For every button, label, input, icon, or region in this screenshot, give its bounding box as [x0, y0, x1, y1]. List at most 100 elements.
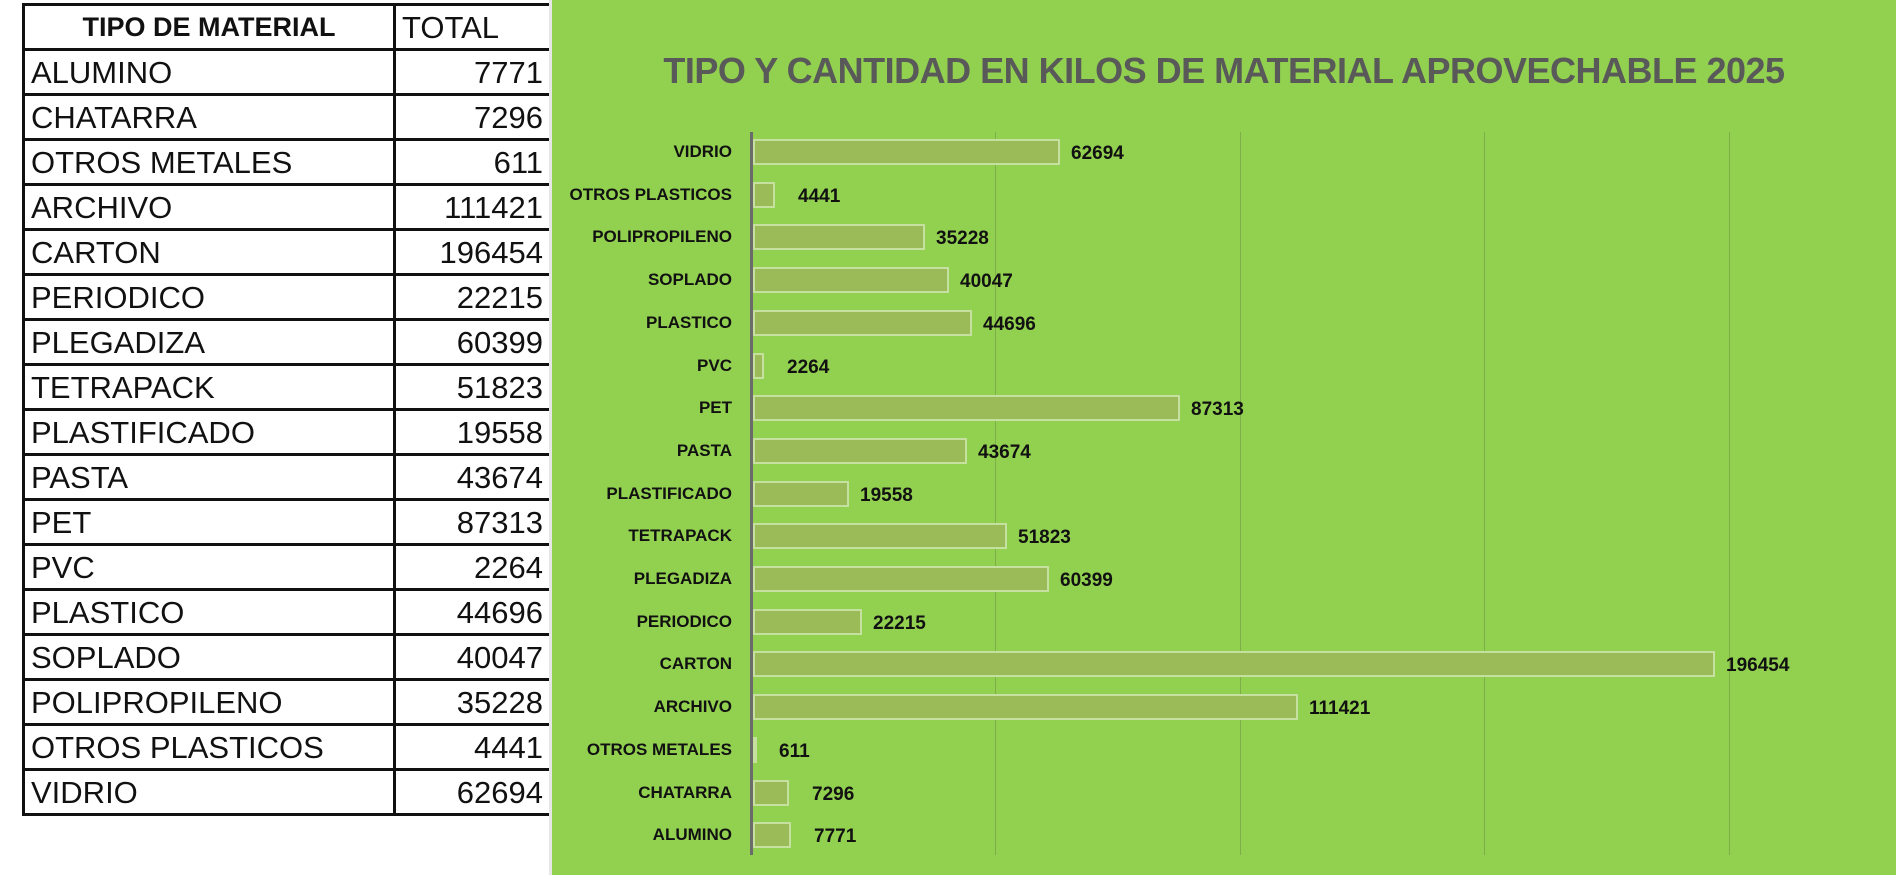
- bar-chart: TIPO Y CANTIDAD EN KILOS DE MATERIAL APR…: [552, 0, 1896, 875]
- bar: [753, 353, 764, 379]
- total-cell: 22215: [393, 273, 552, 321]
- material-cell: PLASTIFICADO: [22, 408, 396, 456]
- total-cell: 4441: [393, 723, 552, 771]
- bar: [753, 395, 1180, 421]
- data-label: 611: [779, 741, 810, 762]
- category-axis: [750, 132, 753, 855]
- category-label: PVC: [697, 356, 732, 375]
- material-cell: CARTON: [22, 228, 396, 276]
- total-cell: 51823: [393, 363, 552, 411]
- category-label: PERIODICO: [636, 612, 732, 631]
- category-label: CARTON: [659, 654, 732, 673]
- total-cell: 7296: [393, 93, 552, 141]
- header-total: TOTAL: [393, 3, 552, 51]
- table-row: OTROS PLASTICOS 4441: [22, 723, 552, 771]
- bar: [753, 481, 849, 507]
- material-cell: TETRAPACK: [22, 363, 396, 411]
- bar: [753, 694, 1298, 720]
- material-cell: PET: [22, 498, 396, 546]
- table-row: PET 87313: [22, 498, 552, 546]
- total-cell: 87313: [393, 498, 552, 546]
- bar: [753, 438, 967, 464]
- table-row: PLASTIFICADO 19558: [22, 408, 552, 456]
- category-label: PLEGADIZA: [633, 569, 732, 588]
- category-label: ALUMINO: [652, 825, 732, 844]
- data-label: 51823: [1018, 527, 1071, 548]
- bar: [753, 822, 791, 848]
- material-table-container: TIPO DE MATERIAL TOTAL ALUMINO 7771 CHATAR…: [22, 3, 552, 816]
- table-body: ALUMINO 7771 CHATARRA 7296 OTROS METALES 611 A…: [22, 48, 552, 816]
- data-label: 40047: [960, 271, 1013, 292]
- data-label: 62694: [1071, 143, 1124, 164]
- bar: [753, 224, 925, 250]
- table-row: PERIODICO 22215: [22, 273, 552, 321]
- data-label: 44696: [983, 314, 1036, 335]
- table-row: CARTON 196454: [22, 228, 552, 276]
- table-row: PLEGADIZA 60399: [22, 318, 552, 366]
- category-label: ARCHIVO: [653, 697, 732, 716]
- table-row: VIDRIO 62694: [22, 768, 552, 816]
- table-row: OTROS METALES 611: [22, 138, 552, 186]
- category-label: OTROS METALES: [586, 740, 732, 759]
- table-row: CHATARRA 7296: [22, 93, 552, 141]
- table-header-row: TIPO DE MATERIAL TOTAL: [22, 3, 552, 51]
- total-cell: 62694: [393, 768, 552, 816]
- data-label: 4441: [798, 186, 841, 207]
- table-row: PVC 2264: [22, 543, 552, 591]
- category-label: OTROS PLASTICOS: [569, 185, 732, 204]
- table-row: ARCHIVO 111421: [22, 183, 552, 231]
- bar: [753, 609, 862, 635]
- category-label: CHATARRA: [638, 783, 732, 802]
- table-row: POLIPROPILENO 35228: [22, 678, 552, 726]
- total-cell: 611: [393, 138, 552, 186]
- table-row: SOPLADO 40047: [22, 633, 552, 681]
- total-cell: 60399: [393, 318, 552, 366]
- material-cell: PASTA: [22, 453, 396, 501]
- category-label: PLASTIFICADO: [606, 484, 732, 503]
- bar: [753, 566, 1049, 592]
- total-cell: 2264: [393, 543, 552, 591]
- divider: [549, 0, 552, 875]
- data-label: 7296: [812, 784, 855, 805]
- chart-title: TIPO Y CANTIDAD EN KILOS DE MATERIAL APR…: [663, 50, 1785, 91]
- total-cell: 19558: [393, 408, 552, 456]
- category-label: VIDRIO: [673, 142, 732, 161]
- category-label: SOPLADO: [647, 270, 732, 289]
- gridline: [1729, 132, 1730, 855]
- bar: [753, 310, 972, 336]
- bar: [753, 182, 775, 208]
- data-label: 35228: [936, 228, 989, 249]
- material-cell: POLIPROPILENO: [22, 678, 396, 726]
- category-label: PASTA: [676, 441, 732, 460]
- data-label: 2264: [787, 357, 830, 378]
- header-material: TIPO DE MATERIAL: [22, 3, 396, 51]
- gridline: [1484, 132, 1485, 855]
- category-label: PET: [698, 398, 732, 417]
- table-row: TETRAPACK 51823: [22, 363, 552, 411]
- bar: [753, 139, 1060, 165]
- gridline: [1240, 132, 1241, 855]
- material-table: TIPO DE MATERIAL TOTAL ALUMINO 7771 CHATAR…: [22, 3, 552, 816]
- bar: [753, 737, 757, 763]
- gridline: [995, 132, 996, 855]
- category-label: POLIPROPILENO: [592, 227, 732, 246]
- material-cell: PERIODICO: [22, 273, 396, 321]
- material-cell: OTROS PLASTICOS: [22, 723, 396, 771]
- table-row: PASTA 43674: [22, 453, 552, 501]
- total-cell: 35228: [393, 678, 552, 726]
- table-row: PLASTICO 44696: [22, 588, 552, 636]
- material-cell: OTROS METALES: [22, 138, 396, 186]
- total-cell: 7771: [393, 48, 552, 96]
- material-cell: ALUMINO: [22, 48, 396, 96]
- bar: [753, 523, 1007, 549]
- material-cell: PLEGADIZA: [22, 318, 396, 366]
- total-cell: 40047: [393, 633, 552, 681]
- data-label: 196454: [1726, 655, 1790, 676]
- material-cell: CHATARRA: [22, 93, 396, 141]
- total-cell: 43674: [393, 453, 552, 501]
- material-cell: PVC: [22, 543, 396, 591]
- bar: [753, 780, 789, 806]
- bar: [753, 267, 949, 293]
- total-cell: 44696: [393, 588, 552, 636]
- total-cell: 196454: [393, 228, 552, 276]
